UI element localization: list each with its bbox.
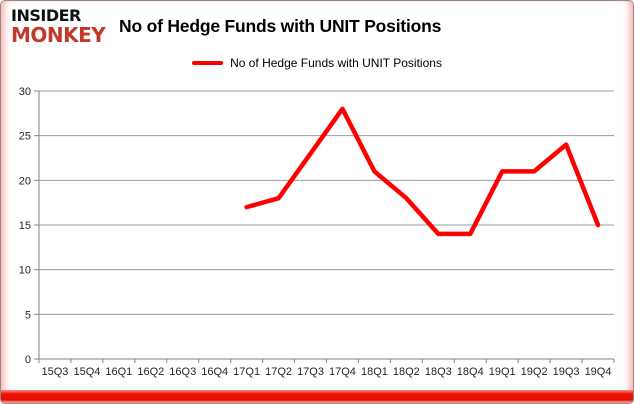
x-axis-label: 18Q1 bbox=[361, 366, 388, 378]
x-axis-label: 18Q4 bbox=[457, 366, 484, 378]
x-axis-label: 15Q4 bbox=[73, 366, 100, 378]
x-axis-label: 19Q2 bbox=[521, 366, 548, 378]
x-axis-label: 15Q3 bbox=[42, 366, 69, 378]
y-axis-label: 20 bbox=[19, 175, 31, 187]
chart-legend: No of Hedge Funds with UNIT Positions bbox=[1, 56, 633, 70]
insider-monkey-logo: INSIDER MONKEY bbox=[11, 6, 106, 47]
x-axis-label: 16Q3 bbox=[169, 366, 196, 378]
x-axis-label: 18Q2 bbox=[393, 366, 420, 378]
x-axis-label: 19Q1 bbox=[489, 366, 516, 378]
logo-text-monkey: MONKEY bbox=[11, 23, 106, 47]
y-axis-label: 15 bbox=[19, 220, 31, 232]
x-axis-label: 17Q3 bbox=[297, 366, 324, 378]
x-axis-label: 16Q2 bbox=[137, 366, 164, 378]
x-axis-label: 17Q1 bbox=[233, 366, 260, 378]
x-axis-label: 17Q4 bbox=[329, 366, 356, 378]
bottom-red-bar bbox=[1, 390, 633, 403]
y-axis-label: 5 bbox=[25, 309, 31, 321]
y-axis-label: 0 bbox=[25, 354, 31, 366]
logo-text-insider: INSIDER bbox=[11, 6, 81, 25]
y-axis-label: 30 bbox=[19, 86, 31, 98]
data-line bbox=[244, 106, 601, 237]
x-axis-label: 17Q2 bbox=[265, 366, 292, 378]
legend-line-swatch bbox=[192, 61, 224, 65]
legend-label: No of Hedge Funds with UNIT Positions bbox=[230, 56, 442, 70]
x-axis-label: 19Q4 bbox=[585, 366, 612, 378]
x-axis-label: 16Q4 bbox=[201, 366, 228, 378]
x-axis-label: 16Q1 bbox=[105, 366, 132, 378]
y-axis-label: 10 bbox=[19, 265, 31, 277]
page-title: No of Hedge Funds with UNIT Positions bbox=[119, 16, 442, 36]
line-chart: 0 5 10 15 20 25 30 15Q3 15Q4 16Q1 16Q2 16Q3 16Q4 17Q1… bbox=[19, 86, 615, 378]
y-axis-label: 25 bbox=[19, 131, 31, 143]
x-axis-label: 18Q3 bbox=[425, 366, 452, 378]
x-axis-label: 19Q3 bbox=[553, 366, 580, 378]
